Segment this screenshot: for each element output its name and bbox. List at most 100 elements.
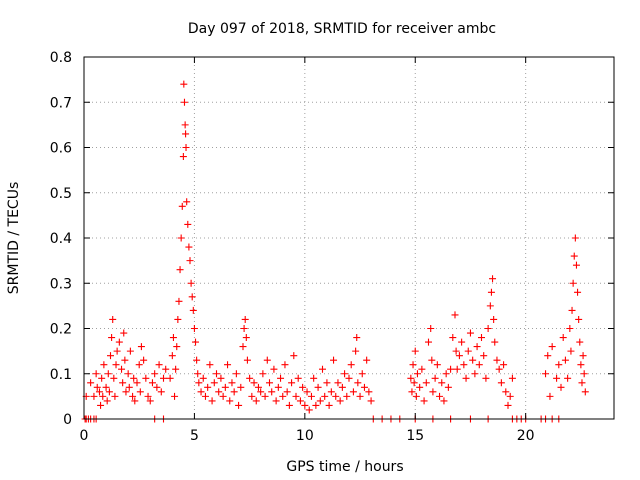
data-point <box>569 279 577 287</box>
data-point <box>411 347 419 355</box>
data-point <box>213 370 220 378</box>
data-point <box>125 383 133 391</box>
data-point <box>407 374 415 382</box>
data-point <box>144 392 152 400</box>
data-point <box>226 397 234 405</box>
data-point <box>119 379 127 387</box>
data-point <box>410 379 418 387</box>
data-point <box>358 370 366 378</box>
data-point <box>323 379 331 387</box>
data-point <box>93 383 101 391</box>
data-point <box>115 338 123 346</box>
data-point <box>490 315 498 323</box>
data-point <box>408 388 416 396</box>
data-point <box>484 325 492 332</box>
data-point <box>294 374 302 382</box>
data-point <box>162 365 170 373</box>
data-point <box>178 202 186 210</box>
data-point <box>544 352 552 360</box>
data-point <box>576 338 584 346</box>
data-point <box>197 388 205 396</box>
chart-title: Day 097 of 2018, SRMTID for receiver amb… <box>188 21 496 37</box>
data-point <box>502 388 510 396</box>
data-point <box>341 370 349 378</box>
data-point <box>146 397 154 405</box>
data-point <box>126 347 134 355</box>
data-point <box>338 383 346 391</box>
plot-frame <box>83 56 615 420</box>
data-point <box>442 370 450 378</box>
data-point <box>190 325 198 332</box>
data-point <box>277 374 285 382</box>
data-point <box>108 334 116 342</box>
data-point <box>279 392 287 400</box>
data-point <box>564 374 572 382</box>
data-point <box>192 338 200 346</box>
data-point <box>360 383 368 391</box>
data-point <box>194 370 202 378</box>
data-point <box>118 365 126 373</box>
data-point <box>174 315 182 323</box>
y-tick-label: 0 <box>63 412 72 428</box>
data-point <box>422 379 430 387</box>
data-point <box>131 397 139 405</box>
x-axis-label: GPS time / hours <box>286 459 403 475</box>
data-point <box>473 343 481 351</box>
data-point <box>319 365 326 373</box>
data-point <box>504 401 512 409</box>
data-point <box>182 130 190 138</box>
data-point <box>168 352 176 360</box>
data-point <box>224 361 232 369</box>
data-point <box>487 288 495 296</box>
data-point <box>482 374 490 382</box>
data-point <box>462 374 470 382</box>
data-point <box>206 361 214 369</box>
y-tick-label: 0.3 <box>50 276 72 292</box>
data-point <box>491 338 499 346</box>
data-point <box>160 374 167 382</box>
data-point <box>272 397 280 405</box>
data-point <box>221 383 229 391</box>
data-point <box>303 388 311 396</box>
data-point <box>121 356 129 364</box>
data-point <box>452 347 460 355</box>
data-point <box>542 370 550 378</box>
data-point <box>252 397 260 405</box>
data-point <box>321 392 329 400</box>
data-point <box>239 343 247 351</box>
data-point <box>363 356 371 364</box>
data-point <box>349 388 357 396</box>
data-point <box>241 315 249 323</box>
y-tick-label: 0.6 <box>50 141 72 157</box>
data-point <box>166 374 174 382</box>
data-point <box>136 388 144 396</box>
data-point <box>466 329 474 337</box>
data-point <box>310 374 318 382</box>
data-point <box>112 361 120 369</box>
data-point <box>458 338 466 346</box>
data-point <box>281 361 289 369</box>
data-point <box>353 334 361 342</box>
data-point <box>332 392 340 400</box>
data-point <box>110 374 118 382</box>
data-point <box>120 329 128 337</box>
data-point <box>92 370 100 378</box>
data-point <box>561 356 569 364</box>
data-point <box>497 379 505 387</box>
data-point <box>354 379 362 387</box>
data-point <box>99 392 107 400</box>
data-point <box>420 397 428 405</box>
data-point <box>87 379 95 387</box>
x-tick-label: 10 <box>296 428 314 444</box>
data-point <box>183 198 191 206</box>
data-point <box>263 356 271 364</box>
data-point <box>440 397 448 405</box>
data-point <box>475 361 483 369</box>
data-point <box>567 347 575 355</box>
data-point <box>173 343 181 351</box>
data-point <box>574 288 582 296</box>
data-point <box>237 383 245 391</box>
data-point <box>367 397 375 405</box>
data-point <box>95 388 103 396</box>
data-point <box>305 406 313 414</box>
